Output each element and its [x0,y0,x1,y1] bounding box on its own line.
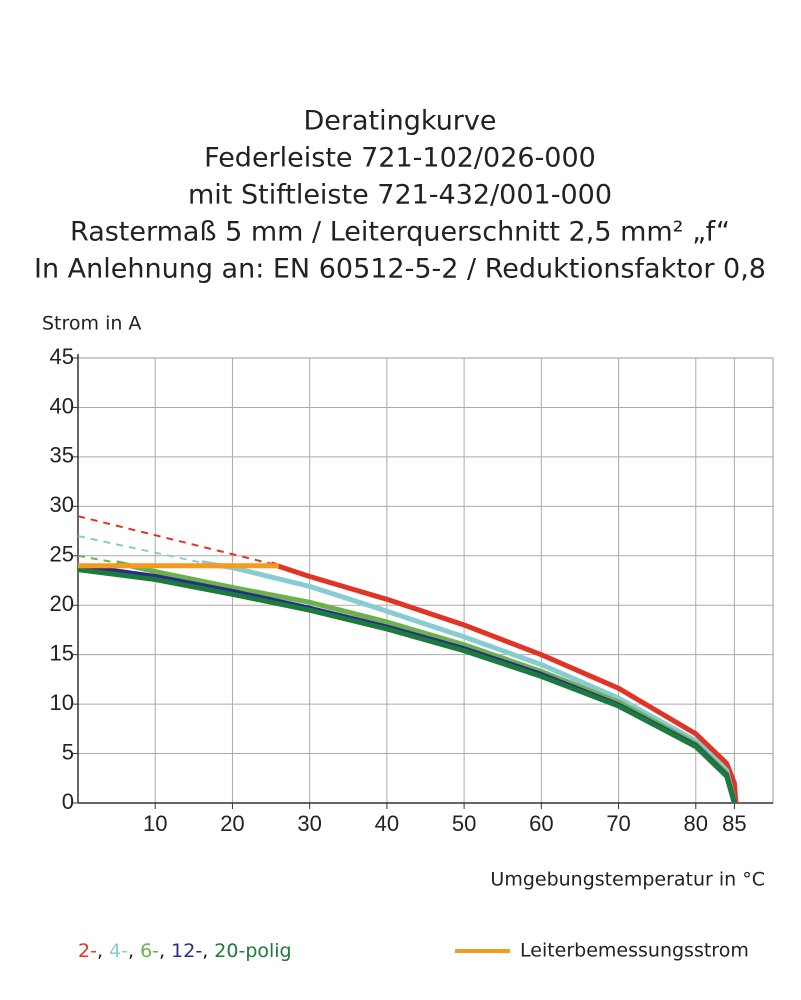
legend: 2-, 4-, 6-, 12-, 20-polig [78,940,292,962]
y-tick-label: 0 [62,789,74,814]
y-tick-label: 25 [50,542,74,567]
chart-title: mit Stiftleiste 721-432/001-000 [188,180,612,211]
legend-separator: , [128,940,134,962]
legend-separator: , [97,940,103,962]
x-tick-label: 50 [452,811,476,836]
x-tick-label: 30 [297,811,321,836]
legend-entry: 20-polig [214,940,291,962]
x-tick-label: 20 [220,811,244,836]
chart-title: Deratingkurve [304,106,497,137]
legend-entry: Leiterbemessungsstrom [520,940,749,962]
series-line [77,567,737,804]
legend-entry: 2- [78,940,97,962]
x-tick-label: 60 [529,811,553,836]
legend-entry: 6- [140,940,159,962]
y-tick-label: 10 [50,690,74,715]
legend-separator: , [159,940,165,962]
x-tick-label: 70 [606,811,630,836]
y-tick-label: 30 [50,492,74,517]
series-line [77,563,737,804]
y-axis-label: Strom in A [42,313,141,335]
chart-title: Rastermaß 5 mm / Leiterquerschnitt 2,5 m… [70,217,730,248]
x-axis-label: Umgebungstemperatur in °C [490,869,765,891]
y-tick-label: 5 [62,739,74,764]
series-line [116,560,737,804]
y-tick-label: 20 [50,591,74,616]
extrapolated-line [77,515,272,565]
series-line [270,561,739,804]
x-tick-label: 80 [684,811,708,836]
y-tick-label: 15 [50,640,74,665]
y-tick-label: 35 [50,443,74,468]
legend-separator: , [202,940,208,962]
x-tick-label: 10 [143,811,167,836]
legend-entry: 12- [171,940,202,962]
legend-entry: 4- [109,940,128,962]
chart-title: In Anlehnung an: EN 60512-5-2 / Reduktio… [34,254,766,285]
y-tick-label: 40 [50,393,74,418]
extrapolated-line [77,535,202,564]
extrapolated-line [77,554,117,564]
x-tick-label: 40 [375,811,399,836]
x-tick-label: 85 [722,811,746,836]
chart-title: Federleiste 721-102/026-000 [204,143,596,174]
y-tick-label: 45 [50,344,74,369]
